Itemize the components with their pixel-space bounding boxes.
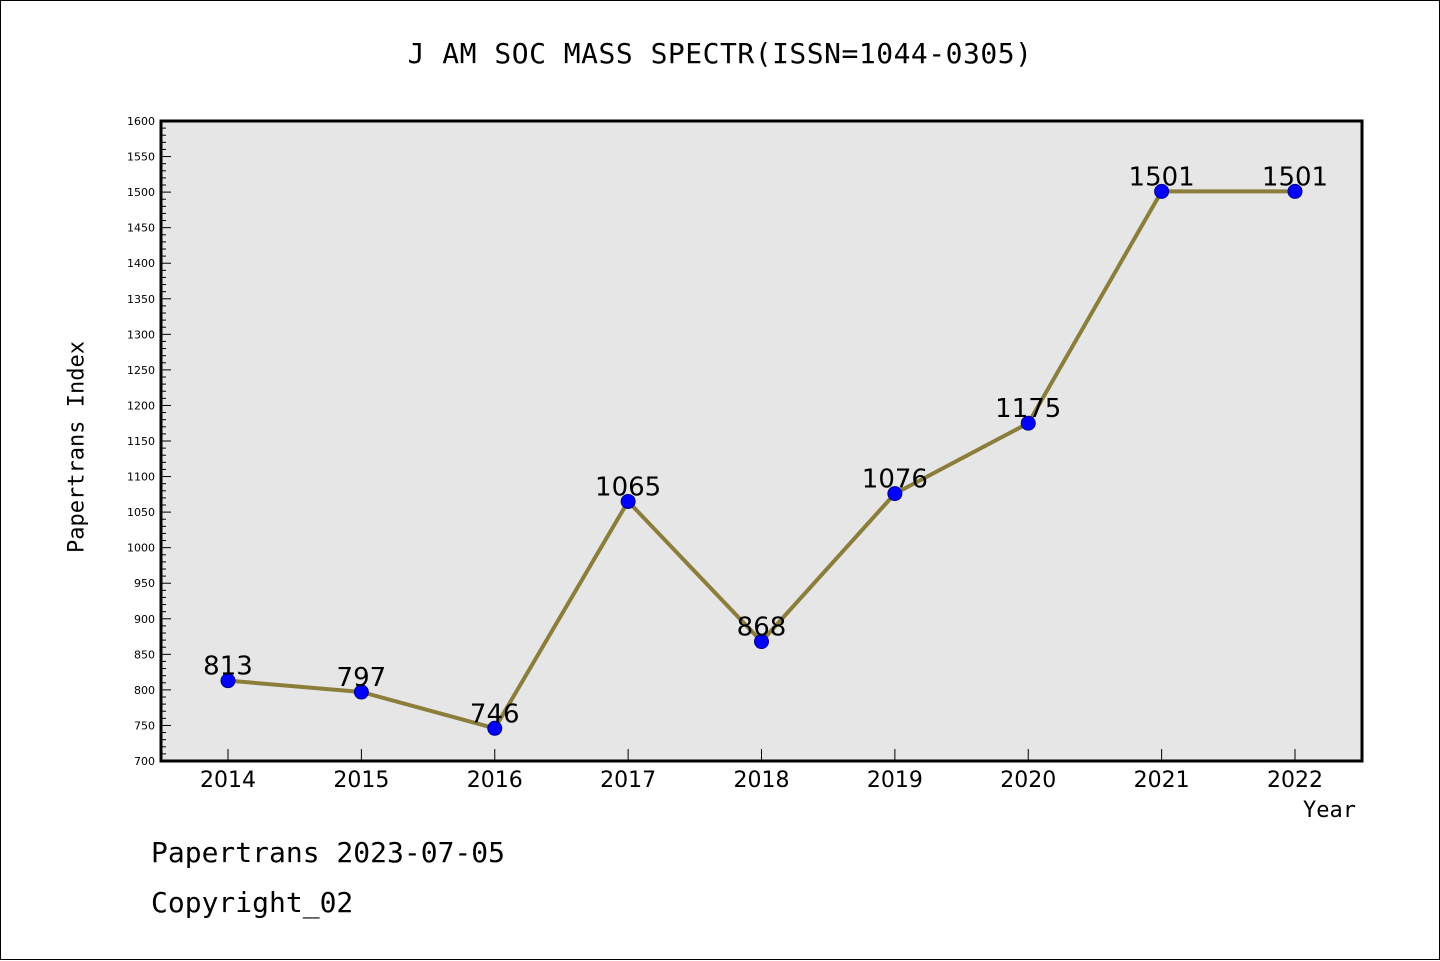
y-tick-label: 1150	[127, 435, 155, 448]
x-tick-label-2022: 2022	[1267, 768, 1323, 793]
y-tick-label: 1050	[127, 506, 155, 519]
y-tick-label: 1350	[127, 293, 155, 306]
data-point-2021[interactable]	[1154, 183, 1170, 199]
y-tick-label: 1250	[127, 364, 155, 377]
x-tick-label-2017: 2017	[600, 768, 656, 793]
y-tick-label: 900	[134, 613, 155, 626]
data-label-2015: 797	[337, 663, 387, 693]
x-tick-label-2020: 2020	[1000, 768, 1056, 793]
y-tick-label: 1400	[127, 257, 155, 270]
footer-source: Papertrans 2023-07-05	[151, 836, 506, 869]
x-axis-label: Year	[1303, 798, 1356, 823]
data-label-2014: 813	[203, 652, 253, 682]
y-tick-label: 800	[134, 684, 155, 697]
data-label-2016: 746	[470, 699, 520, 729]
x-tick-label-2014: 2014	[200, 768, 256, 793]
y-tick-label: 1100	[127, 471, 155, 484]
plot-frame	[159, 119, 1364, 763]
y-tick-label: 950	[134, 577, 155, 590]
data-label-2021: 1501	[1129, 162, 1195, 192]
data-point-2018[interactable]	[754, 634, 769, 650]
data-point-2016[interactable]	[487, 720, 503, 736]
y-tick-label: 1600	[127, 115, 155, 128]
y-tick-label: 750	[134, 719, 155, 732]
x-tick-label-2021: 2021	[1134, 768, 1190, 793]
y-tick-label: 1550	[127, 151, 155, 164]
data-label-2020: 1175	[995, 394, 1061, 424]
y-tick-label: 1000	[127, 542, 155, 555]
x-tick-label-2015: 2015	[333, 768, 389, 793]
data-label-2017: 1065	[595, 472, 661, 502]
data-point-2015[interactable]	[353, 684, 369, 700]
data-point-2020[interactable]	[1020, 415, 1036, 431]
data-point-2014[interactable]	[220, 673, 236, 689]
y-tick-label: 1450	[127, 222, 155, 235]
x-tick-label-2018: 2018	[734, 768, 790, 793]
chart-title: J AM SOC MASS SPECTR(ISSN=1044-0305)	[407, 37, 1033, 70]
y-tick-label: 1500	[127, 186, 155, 199]
y-tick-label: 850	[134, 648, 155, 661]
x-tick-label-2019: 2019	[867, 768, 923, 793]
data-point-2022[interactable]	[1287, 183, 1303, 199]
footer-copyright: Copyright_02	[151, 886, 354, 919]
y-tick-label: 1300	[127, 328, 155, 341]
data-point-2017[interactable]	[620, 493, 636, 509]
y-tick-label: 1200	[127, 399, 155, 412]
y-tick-label: 700	[134, 755, 155, 768]
data-point-2019[interactable]	[887, 486, 903, 502]
x-tick-label-2016: 2016	[467, 768, 523, 793]
data-label-2019: 1076	[862, 465, 928, 495]
data-label-2022: 1501	[1262, 162, 1328, 192]
plot-background	[161, 121, 1362, 761]
data-label-2018: 868	[737, 613, 787, 643]
